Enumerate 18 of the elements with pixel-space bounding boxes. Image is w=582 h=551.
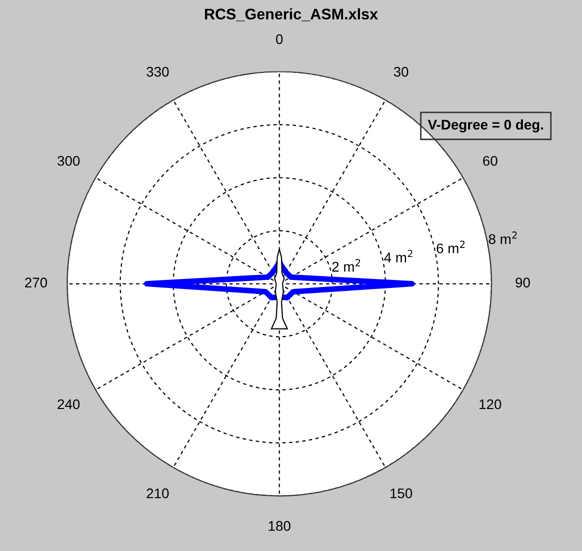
spoke-label: 270 — [25, 278, 48, 288]
spoke-label: 240 — [58, 399, 80, 410]
y-tick-label: 6 m$^{2}$ — [436, 240, 465, 254]
text: V-Degree = 0 deg. — [428, 119, 543, 132]
spoke-label: 90 — [516, 278, 530, 288]
y-tick-label: 2 m$^{2}$ — [332, 259, 360, 272]
spoke-label: 300 — [58, 156, 80, 166]
spoke-label: 150 — [390, 488, 412, 498]
y-tick-label: 8 m$^{2}$ — [488, 231, 517, 244]
chart-title: RCS_Generic_ASM.xlsx — [204, 8, 378, 22]
y-tick-label: 4 m$^{2}$ — [384, 250, 412, 262]
spoke-label: 330 — [146, 66, 169, 77]
spoke-label: 210 — [146, 488, 169, 498]
spoke-label: 120 — [480, 399, 502, 410]
spoke-label: 60 — [483, 156, 498, 166]
spoke-label: 0 — [276, 34, 283, 44]
spoke-label: 30 — [394, 66, 408, 77]
spoke-label: 180 — [268, 521, 290, 531]
